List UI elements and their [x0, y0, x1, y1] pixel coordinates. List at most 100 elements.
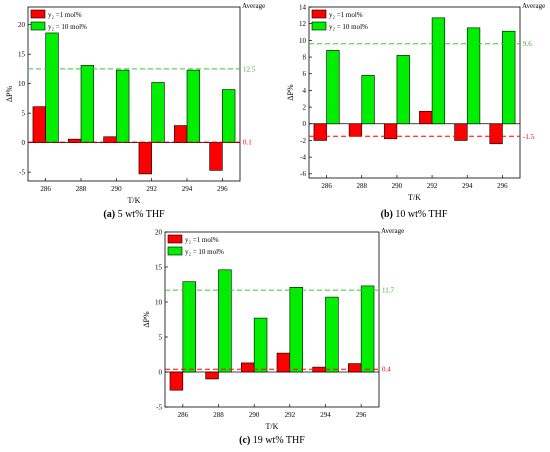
panel-a-bar-s2-296	[222, 89, 236, 143]
panel-a-ytick-label-3: 10	[18, 80, 26, 88]
panel-c-xtick-label-2: 290	[249, 411, 260, 419]
panel-c-bar-s2-296	[360, 285, 375, 373]
panel-b-legend: y₂ =1 mol% y₂ = 10 mol%	[311, 9, 368, 31]
panel-c-bar-s2-294	[325, 296, 339, 373]
panel-c-caption: (c) 19 wt% THF	[239, 435, 305, 446]
panel-b-ytick-label-0: -6	[300, 170, 306, 178]
panel-c-xtick-label-1: 288	[213, 411, 224, 419]
panel-a-legend-label-s1: y₂ =1 mol%	[48, 11, 82, 19]
panel-c-ytick-label-4: 15	[155, 263, 163, 271]
panel-a-ytick-label-5: 20	[18, 21, 26, 29]
panel-a-plot-frame	[27, 6, 241, 182]
panel-b: -6 -4 -2 0 2 4 6 8 10 12 14 286 288 290 292 294 296 -1.5 9…	[286, 2, 545, 220]
panel-c-xtick-label-3: 292	[285, 411, 296, 419]
panel-b-bar-s2-286	[326, 50, 340, 125]
panel-c-x-axis-label: T/K	[266, 422, 279, 431]
panel-b-ytick-label-1: -4	[300, 154, 306, 162]
panel-b-xtick-label-3: 292	[427, 182, 438, 190]
panel-a-caption-text: 5 wt% THF	[115, 209, 165, 220]
panel-b-average-label-s2: 9.6	[523, 40, 532, 48]
panel-a-legend: y₂ =1 mol% y₂ = 10 mol%	[30, 9, 87, 31]
panel-b-legend-swatch-s2	[311, 21, 327, 31]
panel-c-ytick-label-1: 0	[159, 368, 163, 376]
panel-c-bar-s1-296	[348, 363, 362, 373]
panel-b-bar-s2-292	[431, 17, 446, 125]
panel-b-caption: (b) 10 wt% THF	[381, 209, 448, 220]
panel-c-ytick-label-3: 10	[155, 298, 163, 306]
panel-a-bar-s2-288	[80, 65, 95, 143]
panel-c-average-heading: Average	[381, 227, 404, 235]
panel-b-caption-text: 10 wt% THF	[393, 209, 448, 220]
panel-b-xtick-label-1: 288	[357, 182, 368, 190]
panel-b-caption-letter: (b)	[381, 209, 393, 220]
panel-b-bar-s1-290	[383, 123, 398, 140]
panel-a-ytick-label-4: 15	[18, 51, 26, 59]
panel-a-average-label-s2: 12.5	[243, 65, 256, 73]
panel-a-bar-s1-294	[173, 125, 188, 143]
panel-c-legend-swatch-s2	[167, 246, 183, 256]
panel-b-xtick-label-4: 294	[462, 182, 473, 190]
panel-c-average-label-s2: 11.7	[382, 287, 394, 295]
panel-a-bar-s2-294	[186, 69, 201, 143]
panel-b-xtick-label-5: 296	[497, 182, 508, 190]
panel-b-bar-s1-294	[454, 123, 468, 141]
panel-a-bar-s1-286	[32, 106, 46, 143]
panel-b-ytick-label-2: -2	[300, 137, 306, 145]
panel-c-xtick-label-0: 286	[178, 411, 189, 419]
panel-c-ytick-label-5: 20	[155, 228, 163, 236]
panel-a-caption-letter: (a)	[103, 209, 115, 220]
panel-a-bar-s1-292	[138, 142, 152, 175]
panel-a-xtick-label-5: 296	[217, 185, 228, 193]
panel-a-bar-s2-290	[116, 69, 130, 143]
panel-c-bar-s2-292	[289, 286, 303, 373]
panel-b-legend-label-s2: y₂ = 10 mol%	[329, 23, 368, 31]
panel-c-average-label-s1: 0.4	[382, 366, 391, 374]
panel-a-caption: (a) 5 wt% THF	[103, 209, 165, 220]
panel-c-legend-swatch-s1	[167, 234, 183, 244]
panel-b-ytick-label-10: 14	[299, 3, 307, 11]
panel-a-ytick-label-1: 0	[22, 139, 26, 147]
panel-c-bar-s2-288	[218, 269, 232, 373]
panel-c-legend-label-s2: y₂ = 10 mol%	[185, 248, 224, 256]
panel-a-bar-s2-286	[45, 32, 59, 143]
panel-b-x-axis-label: T/K	[408, 193, 421, 202]
panel-b-plot-frame	[308, 6, 521, 179]
panel-b-ytick-label-7: 8	[303, 53, 307, 61]
panel-a-xtick-label-3: 292	[146, 185, 157, 193]
panel-b-ytick-label-8: 10	[299, 37, 307, 45]
panel-c-legend-label-s1: y₂ =1 mol%	[185, 236, 219, 244]
panel-b-average-heading: Average	[522, 2, 545, 10]
panel-a-legend-label-s2: y₂ = 10 mol%	[48, 23, 87, 31]
panel-a: -5 0 5 10 15 20 286 288 290 292 294 296 0.1 12.5 Avera…	[5, 2, 265, 220]
panel-b-ytick-label-3: 0	[303, 120, 307, 128]
panel-b-ytick-label-9: 12	[299, 20, 307, 28]
panel-b-legend-label-s1: y₂ =1 mol%	[329, 11, 363, 19]
panel-b-ytick-label-4: 2	[303, 103, 307, 111]
panel-b-y-axis-label: ΔP%	[286, 84, 295, 101]
panel-a-x-axis-label: T/K	[128, 196, 141, 205]
panel-c-legend: y₂ =1 mol% y₂ = 10 mol%	[167, 234, 224, 256]
panel-b-bar-s2-290	[396, 55, 410, 125]
panel-a-ytick-label-0: -5	[19, 169, 25, 177]
panel-b-bar-s1-296	[489, 123, 503, 145]
panel-a-xtick-label-2: 290	[111, 185, 122, 193]
panel-a-legend-swatch-s1	[30, 9, 46, 19]
panel-c-ytick-label-0: -5	[156, 403, 162, 411]
panel-c-ytick-label-2: 5	[159, 333, 163, 341]
panel-c-bar-s1-290	[241, 362, 255, 373]
panel-c-bar-s1-286	[169, 371, 184, 391]
panel-a-legend-swatch-s2	[30, 21, 46, 31]
panel-b-xtick-label-0: 286	[321, 182, 332, 190]
panel-c-plot-frame	[164, 231, 380, 408]
panel-c-xtick-label-5: 296	[356, 411, 367, 419]
panel-c-caption-text: 19 wt% THF	[250, 435, 305, 446]
panel-c-bar-s2-290	[253, 317, 268, 373]
panel-c-y-axis-label: ΔP%	[142, 311, 151, 328]
panel-c-xtick-label-4: 294	[320, 411, 331, 419]
panel-b-ytick-label-6: 6	[303, 70, 307, 78]
panel-c: -5 0 5 10 15 20 286 288 290 292 294 296 0.4 11.7 Avera…	[142, 227, 404, 446]
panel-c-bar-s2-286	[182, 281, 196, 373]
panel-b-bar-s2-288	[361, 75, 375, 125]
panel-a-ytick-label-2: 5	[22, 110, 26, 118]
